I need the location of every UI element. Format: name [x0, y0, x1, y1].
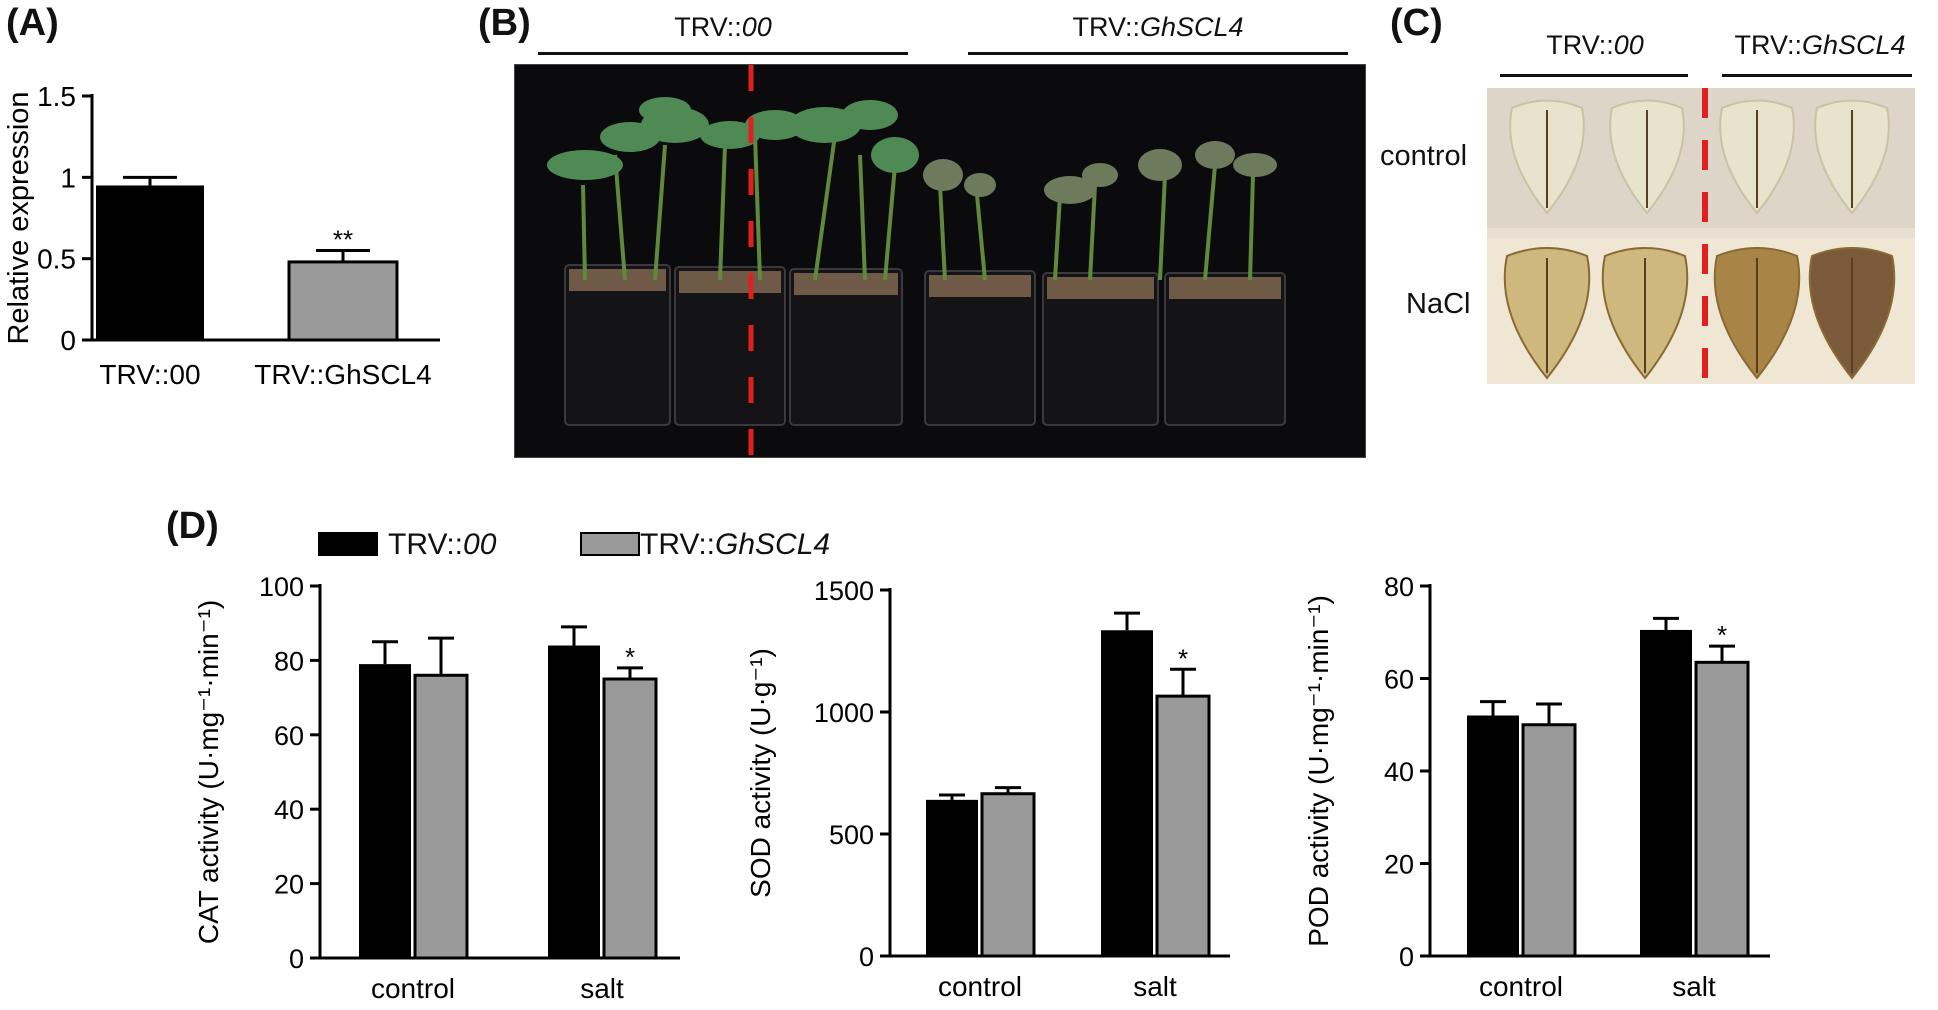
row-label-nacl: NaCl [1406, 288, 1471, 320]
bar [359, 664, 411, 958]
x-tick-label: TRV::GhSCL4 [254, 359, 431, 390]
bar [1101, 630, 1153, 956]
bar [1640, 629, 1692, 956]
divider-overlay [749, 65, 755, 457]
y-tick-label: 20 [274, 870, 304, 900]
panel-c-right-rule [1722, 74, 1912, 77]
soil-2 [679, 271, 781, 293]
soil-5 [1047, 277, 1154, 299]
chart-sod: 0 500 1000 1500 SOD activity (U·g⁻¹) control *… [745, 576, 1230, 1002]
y-tick-label: 0 [289, 944, 304, 974]
legend-label-1: TRV::00 [388, 528, 497, 561]
panel-c-left-rule [1500, 74, 1688, 77]
bar [96, 185, 204, 340]
bar [1467, 715, 1519, 956]
bar [1694, 660, 1750, 958]
pot-2 [674, 266, 786, 426]
panel-c-left-label: TRV::00 [1546, 30, 1644, 60]
panel-letter-a: (A) [6, 2, 59, 44]
chart-cat: 0 20 40 60 80 100 CAT activity (U·mg⁻¹·min⁻¹) c… [193, 572, 680, 1004]
y-axis-label: SOD activity (U·g⁻¹) [745, 648, 776, 898]
y-tick-label: 40 [274, 795, 304, 825]
panel-b-left-rule [538, 52, 908, 55]
significance-mark: * [1717, 620, 1727, 650]
y-tick-label: 1.5 [37, 81, 76, 112]
pot-6 [1164, 272, 1286, 426]
y-tick-label: 60 [274, 721, 304, 751]
panel-b-right-label: TRV::GhSCL4 [1072, 12, 1244, 42]
y-axis-label: Relative expression [3, 91, 35, 344]
legend-swatch-2 [580, 532, 640, 556]
x-tick-label: TRV::00 [99, 359, 200, 390]
legend-label-2: TRV::GhSCL4 [640, 528, 831, 561]
y-tick-label: 1000 [814, 698, 874, 728]
leaf-staining-photo [1487, 88, 1915, 384]
y-axis-label: POD activity (U·mg⁻¹·min⁻¹) [1303, 595, 1334, 947]
legend: TRV::00 TRV::GhSCL4 [318, 528, 878, 568]
bar [926, 799, 978, 956]
y-tick-label: 0 [60, 325, 76, 356]
soil-4 [929, 275, 1031, 297]
panel-letter-d: (D) [166, 505, 219, 547]
pot-3 [789, 268, 903, 426]
panel-c-right-label: TRV::GhSCL4 [1734, 30, 1906, 60]
panel-letter-c: (C) [1390, 2, 1443, 44]
y-tick-label: 80 [1384, 572, 1414, 602]
x-tick-label: salt [1672, 971, 1716, 1002]
bar [287, 260, 399, 342]
bar [548, 645, 600, 958]
significance-mark: ** [333, 225, 353, 255]
y-tick-label: 0 [1399, 942, 1414, 972]
y-axis-label: CAT activity (U·mg⁻¹·min⁻¹) [193, 600, 224, 944]
pot-4 [924, 270, 1036, 426]
y-tick-label: 0.5 [37, 244, 76, 275]
x-tick-label: control [371, 973, 455, 1004]
plant-photo [514, 64, 1366, 458]
y-tick-label: 1 [60, 162, 76, 193]
panel-b-header: TRV::00 TRV::GhSCL4 [538, 12, 1358, 62]
pot-5 [1042, 272, 1159, 426]
soil-1 [569, 269, 666, 291]
y-tick-label: 60 [1384, 665, 1414, 695]
row-label-control: control [1380, 140, 1468, 172]
bar [602, 677, 658, 960]
x-tick-label: control [1479, 971, 1563, 1002]
soil-3 [794, 273, 898, 295]
panel-c-header: TRV::00 TRV::GhSCL4 [1500, 30, 1920, 77]
pot-1 [564, 264, 671, 426]
legend-swatch-1 [318, 532, 378, 556]
x-tick-label: salt [1133, 971, 1177, 1002]
significance-mark: * [625, 642, 635, 672]
y-tick-label: 1500 [814, 576, 874, 606]
y-tick-label: 500 [829, 820, 874, 850]
panel-b-right-rule [968, 52, 1348, 55]
y-tick-label: 100 [259, 572, 304, 602]
x-tick-label: control [938, 971, 1022, 1002]
significance-mark: * [1178, 643, 1188, 673]
panel-letter-b: (B) [478, 2, 531, 44]
y-tick-label: 80 [274, 646, 304, 676]
y-tick-label: 0 [859, 942, 874, 972]
chart-pod: 0 20 40 60 80 POD activity (U·mg⁻¹·min⁻¹) cont… [1303, 572, 1770, 1002]
y-tick-label: 20 [1384, 850, 1414, 880]
soil-6 [1169, 277, 1281, 299]
bar [980, 792, 1036, 958]
plant-photo-drawing [547, 65, 1286, 457]
bar [413, 673, 469, 960]
leaf-staining-drawing [1487, 88, 1915, 384]
x-tick-label: salt [580, 973, 624, 1004]
bar [1521, 723, 1577, 958]
y-tick-label: 40 [1384, 757, 1414, 787]
panel-b-left-label: TRV::00 [674, 12, 772, 42]
bar [1155, 694, 1211, 958]
